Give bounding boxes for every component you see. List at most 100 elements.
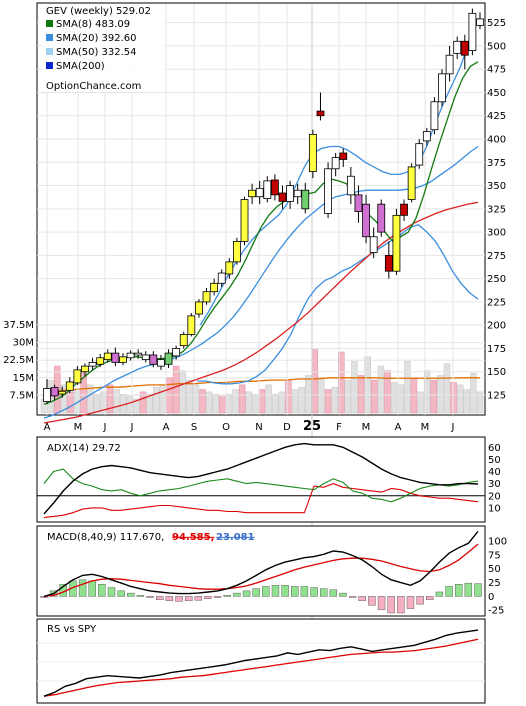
volume-bar (238, 384, 246, 414)
price-tick-label: 425 (487, 111, 506, 122)
volume-bar (377, 365, 385, 414)
adx-tick-label: 50 (488, 455, 501, 466)
legend-label: SMA(8) 483.09 (56, 19, 130, 30)
candle-body (354, 194, 363, 213)
macd-histogram-bar (281, 585, 289, 597)
volume-bar (331, 386, 338, 414)
candle-body (240, 199, 249, 242)
x-axis-label: J (103, 422, 107, 433)
candle-body (400, 203, 408, 216)
sma50-line (43, 201, 479, 424)
macd-histogram-bar (416, 596, 424, 605)
volume-bar (456, 384, 464, 414)
candle-body (210, 282, 219, 293)
candle-body (422, 131, 431, 142)
macd-panel: 100 75 50 25 0 -25 MACD(8,40,9) 117.670, 94.5… (36, 525, 507, 617)
volume-bar (357, 375, 365, 414)
volume-bar (67, 391, 74, 414)
volume-bar (225, 393, 233, 414)
x-axis-label: A (395, 422, 402, 433)
volume-bar (139, 391, 147, 414)
volume-bar (106, 384, 114, 414)
candle-body (407, 166, 416, 200)
volume-bar (100, 391, 107, 414)
volume-bar (60, 384, 68, 414)
price-tick-label: 525 (487, 18, 506, 29)
rs-grid (37, 642, 485, 682)
volume-tick-label: 30M (13, 338, 34, 349)
x-axis-label: M (362, 422, 371, 433)
volume-bar (450, 382, 457, 414)
macd-histogram-bar (368, 596, 376, 606)
volume-bar (252, 393, 259, 414)
volume-bar (278, 391, 286, 414)
legend-label: SMA(20) 392.60 (56, 33, 137, 44)
macd-histogram-bar (136, 595, 145, 597)
candle-body (392, 214, 401, 272)
candle-body (362, 203, 370, 238)
volume-tick-label: 15M (13, 373, 34, 384)
macd-histogram-bar (223, 595, 231, 597)
candle-body (217, 272, 226, 284)
volume-bar (443, 363, 451, 414)
candle-body (65, 381, 74, 391)
bollinger-lower-line (197, 223, 479, 385)
candle-body (331, 157, 340, 170)
candle-body (141, 354, 150, 361)
adx-tick-label: 30 (488, 479, 501, 490)
macd-histogram-bar (339, 592, 347, 597)
candle-body (308, 133, 317, 172)
macd-histogram-bar (329, 589, 338, 597)
macd-histogram-bar (175, 596, 183, 602)
price-tick-label: 475 (487, 65, 506, 76)
volume-bar (470, 372, 477, 414)
candle-body (339, 152, 348, 160)
x-axis-label: N (255, 422, 262, 433)
candle-body (324, 168, 332, 214)
candle-body (286, 185, 294, 202)
macd-histogram-bar (271, 585, 280, 597)
adx-line (43, 442, 479, 515)
macd-histogram-bar (377, 596, 386, 610)
candle-body (430, 101, 439, 131)
candle-body (187, 315, 196, 335)
price-tick-label: 275 (487, 251, 506, 262)
volume-bar (291, 389, 299, 414)
price-tick-label: 500 (487, 41, 506, 52)
candle-body (58, 390, 67, 395)
candle-body (460, 40, 469, 56)
price-tick-label: 375 (487, 158, 506, 169)
volume-tick-label: 22.5M (3, 355, 34, 366)
candle-body (195, 301, 203, 315)
volume-axis-ticks: 37.5M 30M 22.5M 15M 7.5M (3, 320, 34, 401)
candle-body (384, 254, 393, 272)
macd-histogram-bar (348, 596, 357, 598)
candle-body (233, 241, 241, 263)
macd-histogram-bar (310, 587, 318, 597)
candle-body (179, 334, 188, 347)
macd-histogram-bar (435, 591, 444, 597)
x-axis-label: J (451, 422, 455, 433)
x-axis-label: S (191, 422, 197, 433)
adx-tick-label: 60 (488, 443, 501, 454)
macd-histogram-bar (107, 587, 116, 597)
volume-bar (476, 391, 484, 414)
x-axis-label: M (74, 422, 83, 433)
legend-box (41, 4, 165, 92)
volume-bar (192, 384, 200, 414)
candle-body (445, 54, 454, 75)
candle-body (164, 352, 173, 365)
candle-body (225, 261, 234, 275)
volume-bar (212, 393, 220, 414)
macd-histogram-bar (213, 596, 222, 598)
macd-histogram-bar (165, 596, 174, 602)
legend-label: SMA(200) (56, 61, 105, 72)
volume-bar (271, 393, 279, 414)
adx-tick-label: 10 (488, 503, 501, 514)
volume-bar (338, 351, 345, 414)
volume-bar (430, 379, 438, 414)
macd-label: MACD(8,40,9) 117.670, (47, 532, 164, 543)
macd-histogram-bar (300, 586, 309, 597)
macd-tick-label: 25 (488, 578, 501, 589)
